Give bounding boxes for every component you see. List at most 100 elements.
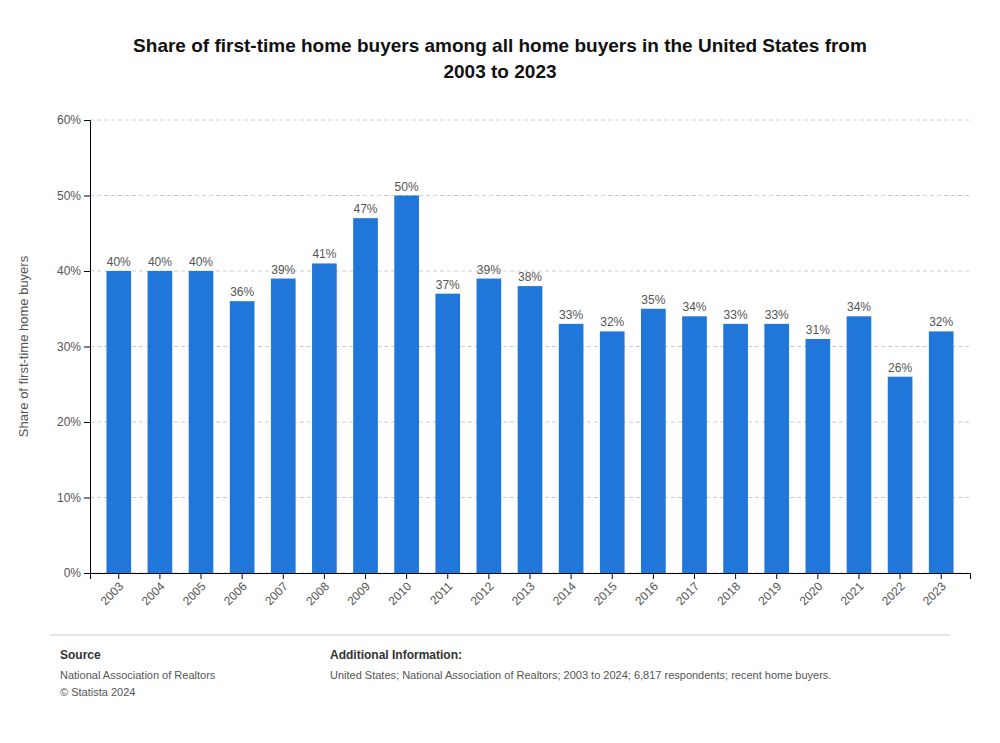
footer-separator bbox=[50, 635, 950, 636]
x-tick: 2006 bbox=[221, 573, 250, 608]
bar bbox=[888, 377, 913, 573]
y-tick-label: 40% bbox=[57, 264, 81, 278]
x-axis: 2003200420052006200720082009201020112012… bbox=[91, 573, 971, 608]
annotation-title: Additional Information: bbox=[330, 648, 462, 662]
y-tick-mark bbox=[84, 120, 90, 121]
x-tick-mark bbox=[941, 573, 942, 579]
x-tick-label: 2003 bbox=[98, 579, 127, 608]
x-tick-mark bbox=[324, 573, 325, 579]
x-tick-label: 2021 bbox=[838, 579, 867, 608]
text-line: National Association of Realtors bbox=[60, 669, 216, 681]
x-tick-mark bbox=[530, 573, 531, 579]
bar bbox=[435, 294, 460, 573]
x-tick: 2015 bbox=[591, 573, 620, 608]
x-tick: 2014 bbox=[550, 573, 579, 608]
annotation-text: National Association of Realtors © Statis… bbox=[60, 669, 216, 698]
bar bbox=[189, 271, 214, 573]
x-tick: 2003 bbox=[98, 573, 127, 608]
x-tick-label: 2007 bbox=[262, 579, 291, 608]
data-label: 26% bbox=[888, 361, 912, 375]
x-tick-label: 2011 bbox=[427, 579, 455, 607]
x-tick-mark bbox=[735, 573, 736, 579]
grid-line bbox=[90, 195, 970, 196]
bar bbox=[847, 316, 872, 573]
data-label: 40% bbox=[107, 255, 131, 269]
chart-svg: Share of first-time home buyers among al… bbox=[0, 0, 1000, 743]
y-tick: 30% bbox=[57, 340, 90, 354]
data-label: 40% bbox=[148, 255, 172, 269]
y-tick-label: 30% bbox=[57, 340, 81, 354]
x-tick-mark bbox=[283, 573, 284, 579]
text-line: Share of first-time home buyers among al… bbox=[133, 35, 867, 56]
x-tick: 2013 bbox=[509, 573, 538, 608]
x-tick: 2007 bbox=[262, 573, 291, 608]
y-tick: 60% bbox=[57, 113, 90, 127]
data-label: 40% bbox=[189, 255, 213, 269]
bar bbox=[230, 301, 255, 573]
y-tick-mark bbox=[84, 347, 90, 348]
data-label: 38% bbox=[518, 270, 542, 284]
y-tick: 20% bbox=[57, 415, 90, 429]
x-tick: 2016 bbox=[632, 573, 661, 608]
x-tick-label: 2018 bbox=[714, 579, 743, 608]
x-tick-label: 2013 bbox=[509, 579, 538, 608]
data-label: 39% bbox=[477, 263, 501, 277]
y-tick-mark bbox=[84, 498, 90, 499]
x-tick-label: 2019 bbox=[756, 579, 785, 608]
annotation-text: United States; National Association of R… bbox=[330, 669, 831, 681]
x-tick-label: 2006 bbox=[221, 579, 250, 608]
bar bbox=[682, 316, 707, 573]
data-label: 41% bbox=[312, 247, 336, 261]
bar bbox=[271, 279, 296, 573]
x-tick-label: 2015 bbox=[591, 579, 620, 608]
x-tick: 2009 bbox=[344, 573, 373, 608]
x-tick-mark bbox=[159, 573, 160, 579]
x-tick-mark bbox=[488, 573, 489, 579]
x-tick-mark bbox=[365, 573, 366, 579]
y-tick-label: 10% bbox=[57, 491, 81, 505]
chart-title: Share of first-time home buyers among al… bbox=[133, 35, 867, 82]
data-label: 36% bbox=[230, 285, 254, 299]
text-line: 2003 to 2023 bbox=[443, 61, 556, 82]
x-tick-mark bbox=[242, 573, 243, 579]
y-tick: 40% bbox=[57, 264, 90, 278]
y-axis-title: Share of first-time home buyers bbox=[16, 255, 31, 437]
x-tick-label: 2009 bbox=[344, 579, 373, 608]
y-axis: 0% 10% 20% 30% 40% 50% 60% bbox=[57, 113, 91, 580]
x-tick: 2004 bbox=[139, 573, 168, 608]
x-tick-label: 2022 bbox=[879, 579, 908, 608]
data-label: 33% bbox=[724, 308, 748, 322]
y-tick-mark bbox=[84, 271, 90, 272]
bar bbox=[518, 286, 543, 573]
x-tick-mark bbox=[571, 573, 572, 579]
y-tick-label: 60% bbox=[57, 113, 81, 127]
y-tick: 50% bbox=[57, 189, 90, 203]
x-tick-label: 2014 bbox=[550, 579, 579, 608]
x-tick: 2005 bbox=[180, 573, 209, 608]
plot-area: 40%40%40%36%39%41%47%50%37%39%38%33%32%3… bbox=[57, 113, 971, 608]
grid bbox=[90, 120, 970, 573]
x-tick-mark bbox=[858, 573, 859, 579]
y-tick-mark bbox=[84, 196, 90, 197]
bar bbox=[477, 279, 502, 573]
bar bbox=[394, 196, 419, 574]
x-tick: 2021 bbox=[838, 573, 867, 608]
x-axis-line bbox=[91, 574, 971, 580]
y-tick-label: 50% bbox=[57, 189, 81, 203]
data-label: 33% bbox=[559, 308, 583, 322]
grid-line bbox=[90, 120, 970, 121]
data-label: 32% bbox=[929, 315, 953, 329]
data-label: 31% bbox=[806, 323, 830, 337]
x-tick-mark bbox=[118, 573, 119, 579]
y-tick-label: 0% bbox=[64, 566, 82, 580]
x-tick-mark bbox=[694, 573, 695, 579]
bar bbox=[559, 324, 584, 573]
data-label: 50% bbox=[395, 180, 419, 194]
x-tick: 2020 bbox=[797, 573, 826, 608]
text-line: © Statista 2024 bbox=[60, 686, 135, 698]
x-tick-label: 2017 bbox=[673, 579, 702, 608]
y-axis-line bbox=[84, 121, 91, 574]
bar bbox=[312, 263, 337, 573]
x-tick-mark bbox=[201, 573, 202, 579]
x-tick-label: 2010 bbox=[385, 579, 414, 608]
